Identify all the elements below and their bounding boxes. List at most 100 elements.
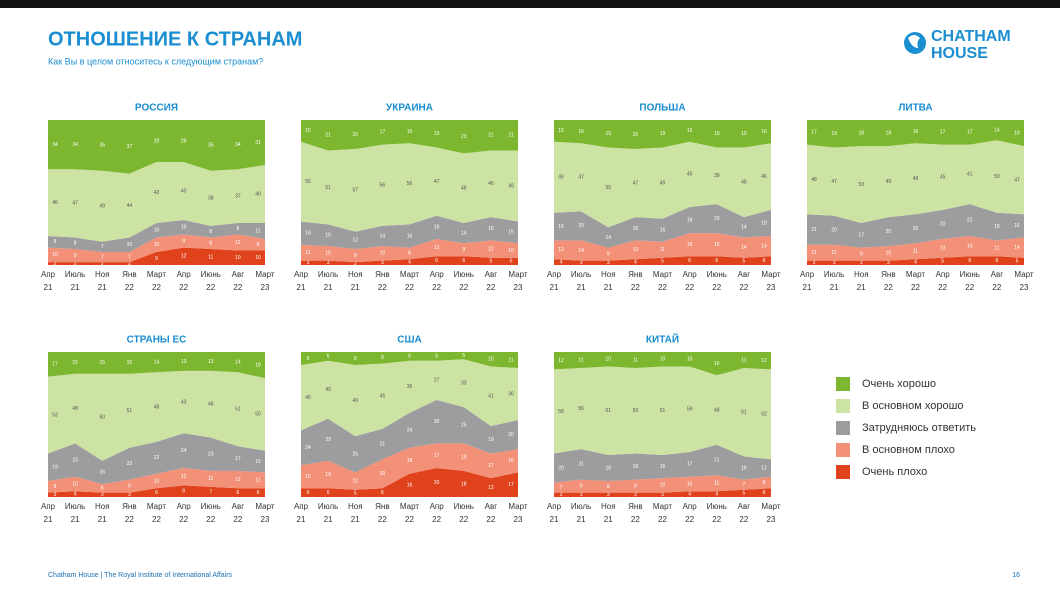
data-label: 57 xyxy=(352,188,358,194)
data-label: 61 xyxy=(605,408,611,414)
data-label: 11 xyxy=(714,481,719,487)
data-label: 18 xyxy=(605,465,611,471)
data-label: 3 xyxy=(381,260,384,266)
x-tick-label-line: Авг xyxy=(232,270,245,279)
data-label: 48 xyxy=(461,185,467,191)
data-label: 11 xyxy=(208,476,213,482)
data-label: 20 xyxy=(380,471,386,477)
data-label: 9 xyxy=(354,356,357,362)
x-tick-label: Июль 21 xyxy=(571,502,591,524)
data-label: 27 xyxy=(434,378,440,384)
data-label: 8 xyxy=(182,489,185,495)
data-label: 21 xyxy=(811,227,817,233)
data-label: 41 xyxy=(967,172,973,178)
x-tick-label-line: 22 xyxy=(486,515,495,524)
x-tick-label: Янв 22 xyxy=(122,502,136,524)
x-tick-label-line: Июль xyxy=(318,270,338,279)
data-label: 21 xyxy=(578,462,584,468)
x-tick-label: Март 23 xyxy=(255,502,274,524)
x-tick-label: Июль 21 xyxy=(318,502,338,524)
data-label: 12 xyxy=(558,358,564,364)
x-tick-label-line: 21 xyxy=(297,515,306,524)
data-label: 7 xyxy=(209,489,212,495)
data-label: 6 xyxy=(327,354,330,360)
data-label: 47 xyxy=(578,175,584,181)
legend-label: Очень хорошо xyxy=(862,378,936,390)
data-label: 4 xyxy=(560,259,563,265)
data-label: 5 xyxy=(1016,259,1019,265)
data-label: 17 xyxy=(811,130,817,136)
data-label: 10 xyxy=(488,357,494,363)
x-tick-label-line: Ноя xyxy=(854,270,869,279)
area-band xyxy=(807,140,1024,223)
x-tick-label-line: Март xyxy=(255,502,274,511)
area-band xyxy=(48,162,265,242)
data-label: 22 xyxy=(127,461,133,467)
x-tick-label: Июнь 22 xyxy=(707,502,727,524)
area-band xyxy=(301,352,518,368)
data-label: 8 xyxy=(54,239,57,245)
x-tick-label: Апр 22 xyxy=(936,270,951,292)
x-tick-label-line: Ноя xyxy=(348,270,363,279)
data-label: 9 xyxy=(74,253,77,259)
data-label: 3 xyxy=(607,260,610,266)
data-label: 8 xyxy=(381,355,384,361)
data-label: 9 xyxy=(462,247,465,253)
area-band xyxy=(48,220,265,252)
data-label: 9 xyxy=(354,253,357,259)
data-label: 8 xyxy=(209,241,212,247)
data-label: 49 xyxy=(99,204,105,210)
data-label: 18 xyxy=(858,130,864,136)
data-label: 45 xyxy=(687,172,693,178)
data-label: 6 xyxy=(763,490,766,496)
data-label: 20 xyxy=(558,465,564,471)
logo-text: HOUSE xyxy=(931,45,988,62)
data-label: 35 xyxy=(99,143,105,149)
data-label: 4 xyxy=(715,491,718,497)
data-label: 5 xyxy=(661,259,664,265)
data-label: 61 xyxy=(741,410,747,416)
data-label: 47 xyxy=(434,179,440,185)
x-tick-label-line: Апр xyxy=(800,270,815,279)
x-tick-label-line: Март xyxy=(761,270,780,279)
data-label: 3 xyxy=(101,492,104,498)
x-tick-label-line: Ноя xyxy=(95,270,110,279)
data-label: 46 xyxy=(208,402,214,408)
data-label: 6 xyxy=(968,258,971,264)
data-label: 8 xyxy=(408,251,411,257)
data-label: 14 xyxy=(380,233,386,239)
data-label: 17 xyxy=(235,456,241,462)
data-label: 49 xyxy=(558,175,564,181)
area-band xyxy=(301,141,518,232)
data-label: 3 xyxy=(860,260,863,266)
data-label: 12 xyxy=(761,358,767,364)
x-tick-label-line: Апр xyxy=(547,502,562,511)
data-label: 8 xyxy=(209,229,212,235)
data-label: 2 xyxy=(128,261,131,267)
x-tick-label: Март 23 xyxy=(508,502,527,524)
x-tick-label-line: 23 xyxy=(1020,283,1029,292)
data-label: 2 xyxy=(74,261,77,267)
chart-title: РОССИЯ xyxy=(135,103,178,114)
data-label: 42 xyxy=(154,190,160,196)
data-label: 14 xyxy=(578,248,584,254)
legend-label: Очень плохо xyxy=(862,466,927,478)
chart-title: КИТАЙ xyxy=(646,333,679,346)
x-tick-label: Март 22 xyxy=(906,270,925,292)
area-band xyxy=(48,370,265,461)
data-label: 21 xyxy=(714,457,720,463)
data-label: 14 xyxy=(235,359,241,365)
x-tick-label-line: 21 xyxy=(297,283,306,292)
data-label: 48 xyxy=(72,406,78,412)
area-band xyxy=(301,443,518,490)
data-label: 39 xyxy=(714,173,720,179)
logo-text: CHATHAM xyxy=(931,28,1011,45)
data-label: 13 xyxy=(558,247,564,253)
area-band xyxy=(301,238,518,263)
x-tick-label: Авг 22 xyxy=(232,270,245,292)
data-label: 56 xyxy=(578,406,584,412)
data-label: 16 xyxy=(434,225,440,231)
data-label: 3 xyxy=(887,260,890,266)
x-tick-label-line: Авг xyxy=(991,270,1004,279)
x-tick-label-line: 22 xyxy=(405,515,414,524)
